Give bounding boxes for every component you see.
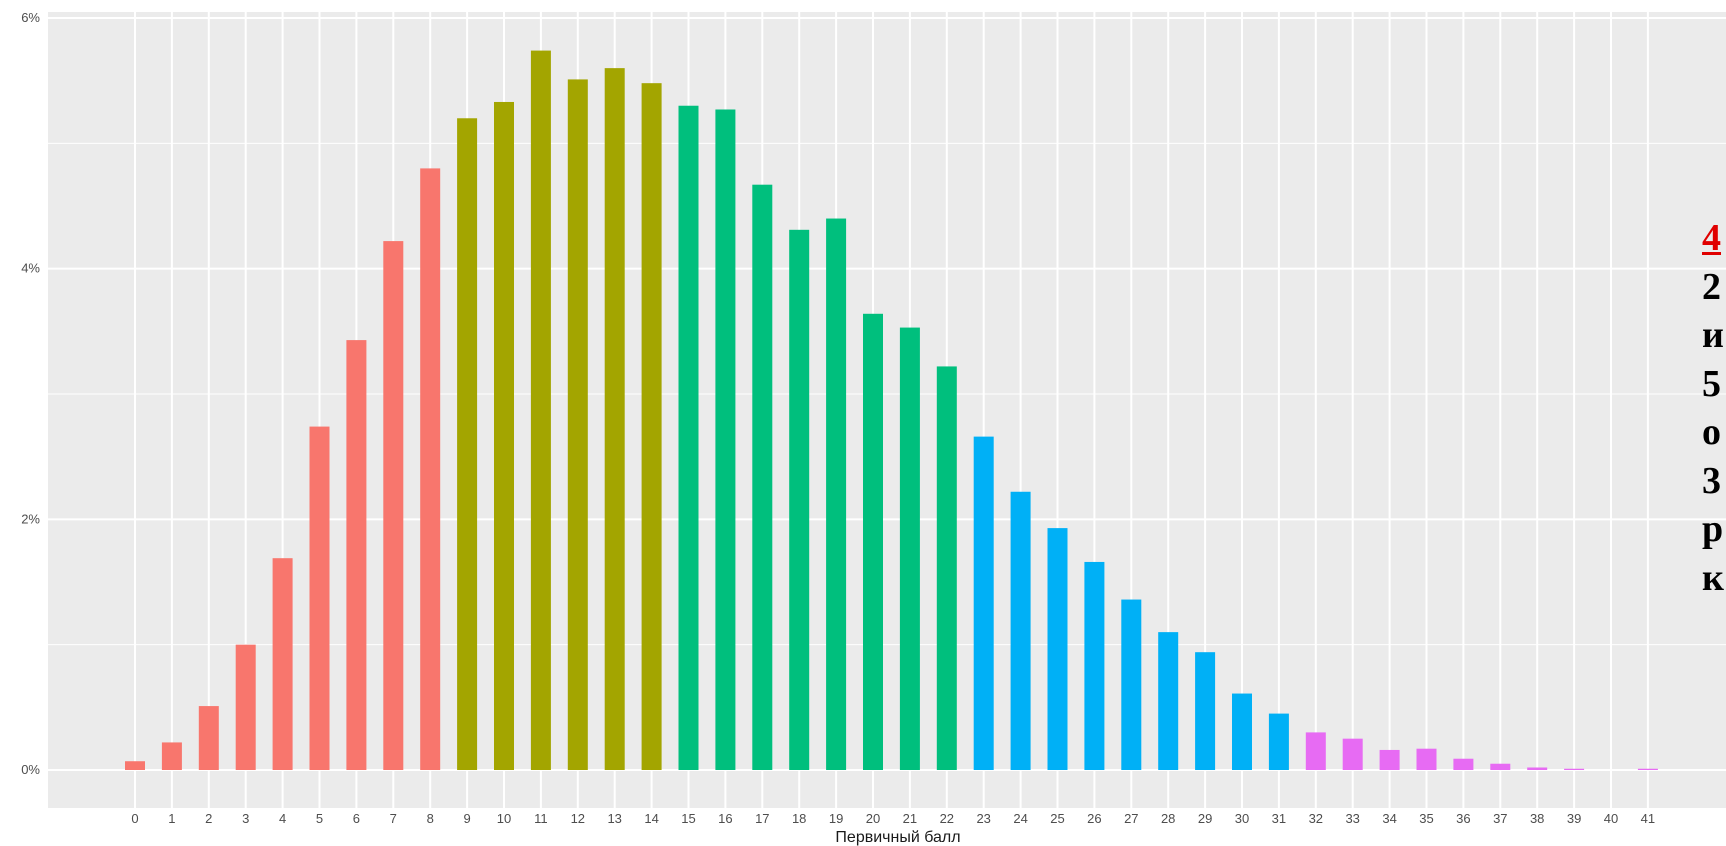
x-tick-label: 10 bbox=[497, 811, 511, 826]
x-tick-label: 37 bbox=[1493, 811, 1507, 826]
x-tick-label: 3 bbox=[242, 811, 249, 826]
y-tick-label: 0% bbox=[21, 762, 40, 777]
bar-36 bbox=[1453, 758, 1474, 770]
side-caption-line: р bbox=[1702, 508, 1724, 550]
x-tick-label: 2 bbox=[205, 811, 212, 826]
bar-12 bbox=[567, 79, 588, 770]
x-tick-label: 19 bbox=[829, 811, 843, 826]
x-tick-label: 28 bbox=[1161, 811, 1175, 826]
x-tick-label: 30 bbox=[1235, 811, 1249, 826]
x-tick-label: 20 bbox=[866, 811, 880, 826]
x-tick-label: 39 bbox=[1567, 811, 1581, 826]
bar-6 bbox=[346, 340, 367, 770]
bar-33 bbox=[1342, 738, 1363, 770]
bar-31 bbox=[1268, 713, 1289, 770]
bar-30 bbox=[1232, 693, 1252, 770]
bar-3 bbox=[235, 644, 256, 770]
x-tick-label: 7 bbox=[390, 811, 397, 826]
bar-15 bbox=[678, 105, 699, 770]
bar-0 bbox=[125, 761, 145, 770]
bar-7 bbox=[383, 241, 404, 771]
x-tick-label: 22 bbox=[940, 811, 954, 826]
x-tick-label: 12 bbox=[571, 811, 585, 826]
x-tick-label: 6 bbox=[353, 811, 360, 826]
bar-20 bbox=[863, 313, 883, 770]
x-tick-label: 18 bbox=[792, 811, 806, 826]
bar-9 bbox=[457, 118, 478, 771]
bar-21 bbox=[899, 327, 920, 770]
x-tick-label: 0 bbox=[131, 811, 138, 826]
bar-2 bbox=[198, 706, 219, 770]
bar-14 bbox=[641, 83, 662, 770]
x-tick-label: 32 bbox=[1309, 811, 1323, 826]
bar-37 bbox=[1490, 763, 1511, 770]
bar-17 bbox=[752, 184, 773, 770]
side-caption-line: 5 bbox=[1702, 362, 1721, 405]
bar-28 bbox=[1158, 632, 1179, 770]
bar-22 bbox=[936, 366, 957, 770]
x-tick-label: 34 bbox=[1382, 811, 1396, 826]
x-tick-label: 5 bbox=[316, 811, 323, 826]
x-tick-label: 25 bbox=[1050, 811, 1064, 826]
bar-8 bbox=[420, 168, 441, 770]
side-caption-line: 4 bbox=[1702, 217, 1721, 259]
side-caption: 4 2 и 5 о 3 р к bbox=[1702, 214, 1726, 602]
x-tick-label: 26 bbox=[1087, 811, 1101, 826]
bar-26 bbox=[1084, 561, 1105, 770]
side-caption-line: 2 bbox=[1702, 265, 1721, 308]
x-tick-label: 21 bbox=[903, 811, 917, 826]
x-tick-label: 17 bbox=[755, 811, 769, 826]
x-tick-label: 23 bbox=[976, 811, 990, 826]
bar-5 bbox=[309, 426, 330, 770]
bar-19 bbox=[826, 218, 847, 771]
bar-25 bbox=[1047, 528, 1068, 770]
bar-35 bbox=[1416, 748, 1437, 770]
x-tick-label: 27 bbox=[1124, 811, 1138, 826]
x-tick-label: 24 bbox=[1013, 811, 1027, 826]
bar-29 bbox=[1195, 652, 1216, 770]
x-tick-label: 1 bbox=[168, 811, 175, 826]
bar-32 bbox=[1305, 732, 1326, 770]
x-tick-label: 11 bbox=[534, 811, 548, 826]
x-tick-label: 35 bbox=[1419, 811, 1433, 826]
x-tick-label: 38 bbox=[1530, 811, 1544, 826]
x-tick-label: 13 bbox=[607, 811, 621, 826]
bar-18 bbox=[789, 229, 810, 770]
bar-41 bbox=[1637, 768, 1658, 770]
side-caption-line: и bbox=[1702, 314, 1724, 356]
bar-13 bbox=[604, 68, 625, 771]
bar-23 bbox=[973, 436, 994, 770]
x-tick-label: 15 bbox=[681, 811, 695, 826]
y-tick-label: 4% bbox=[21, 261, 40, 276]
side-caption-line: о bbox=[1702, 411, 1721, 453]
bar-1 bbox=[161, 742, 182, 770]
plot-panel bbox=[48, 12, 1726, 808]
x-axis-title: Первичный балл bbox=[835, 829, 960, 846]
side-caption-line: к bbox=[1702, 556, 1724, 599]
bar-38 bbox=[1527, 767, 1548, 770]
x-tick-label: 14 bbox=[644, 811, 658, 826]
bar-10 bbox=[494, 101, 514, 771]
bar-39 bbox=[1564, 768, 1585, 770]
x-tick-label: 36 bbox=[1456, 811, 1470, 826]
x-tick-label: 33 bbox=[1345, 811, 1359, 826]
x-tick-label: 16 bbox=[718, 811, 732, 826]
y-tick-label: 2% bbox=[21, 511, 40, 526]
bar-4 bbox=[272, 558, 293, 770]
bar-27 bbox=[1121, 599, 1142, 770]
x-tick-label: 31 bbox=[1272, 811, 1286, 826]
bar-11 bbox=[530, 50, 551, 770]
bar-16 bbox=[715, 109, 736, 770]
bar-34 bbox=[1379, 749, 1400, 770]
x-tick-label: 40 bbox=[1604, 811, 1618, 826]
x-tick-label: 8 bbox=[427, 811, 434, 826]
x-tick-label: 41 bbox=[1641, 811, 1655, 826]
bar-24 bbox=[1010, 491, 1031, 770]
x-tick-label: 29 bbox=[1198, 811, 1212, 826]
x-tick-label: 4 bbox=[279, 811, 286, 826]
side-caption-line: 3 bbox=[1702, 459, 1721, 502]
x-tick-label: 9 bbox=[463, 811, 470, 826]
y-tick-label: 6% bbox=[21, 10, 40, 25]
